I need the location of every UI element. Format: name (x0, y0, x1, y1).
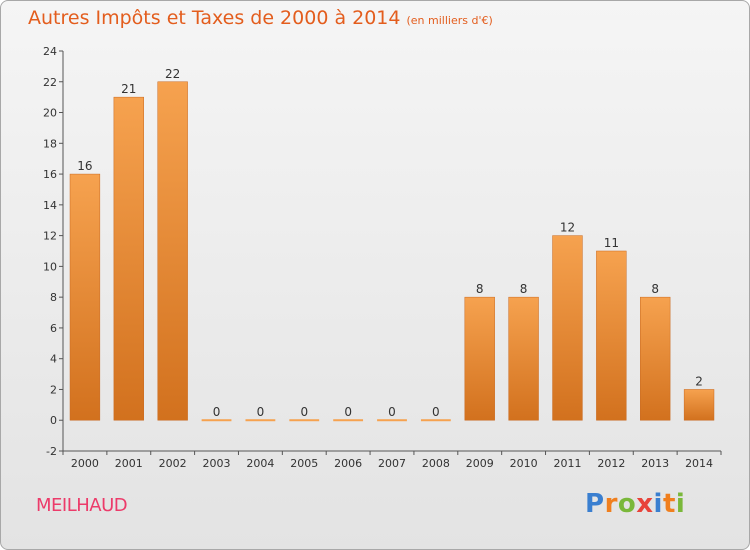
logo-letter: i (653, 489, 663, 519)
bar (377, 419, 407, 422)
value-label: 21 (121, 82, 136, 96)
bar (464, 296, 495, 421)
value-label: 0 (344, 405, 352, 419)
x-tick-label: 2005 (290, 457, 318, 470)
chart-title-text: Autres Impôts et Taxes de 2000 à 2014 (28, 7, 401, 29)
bars (69, 81, 715, 422)
y-tick-label: 20 (43, 107, 57, 120)
x-tick-label: 2013 (641, 457, 669, 470)
chart-subtitle: (en milliers d'€) (406, 14, 493, 27)
y-tick-label: 8 (50, 291, 57, 304)
bar (69, 173, 101, 421)
y-tick-label: 18 (43, 137, 57, 150)
bar (640, 296, 671, 421)
bar (683, 389, 715, 421)
y-tick-label: 24 (43, 45, 57, 58)
bar (420, 419, 451, 422)
y-tick-label: 16 (43, 168, 57, 181)
y-tick-label: 4 (50, 353, 57, 366)
y-tick-label: 12 (43, 230, 57, 243)
logo-letter: o (617, 489, 637, 519)
logo-letter: i (675, 489, 686, 519)
x-tick-label: 2014 (685, 457, 713, 470)
value-labels: 16 21 22 0 0 0 0 0 0 8 8 12 11 8 2 (77, 67, 703, 419)
bar (552, 235, 583, 421)
value-label: 8 (651, 282, 659, 296)
bar (289, 419, 320, 422)
x-tick-label: 2002 (159, 457, 187, 470)
x-tick-label: 2006 (334, 457, 362, 470)
value-label: 2 (695, 374, 703, 388)
x-tick-label: 2010 (510, 457, 538, 470)
value-label: 16 (77, 159, 92, 173)
x-tick-label: 2012 (597, 457, 625, 470)
value-label: 12 (560, 221, 575, 235)
x-tick-label: 2001 (115, 457, 143, 470)
x-tick-label: 2011 (553, 457, 581, 470)
commune-name: MEILHAUD (36, 495, 128, 516)
value-label: 0 (257, 405, 265, 419)
x-tick-label: 2003 (203, 457, 231, 470)
bar (596, 250, 627, 421)
x-axis: 2000 2001 2002 2003 2004 2005 2006 2007 2008 2009… (62, 450, 722, 470)
logo-letter: t (662, 489, 676, 519)
x-tick-label: 2008 (422, 457, 450, 470)
y-tick-label: 6 (50, 322, 57, 335)
bar (245, 419, 276, 422)
bar (201, 419, 232, 422)
chart-title: Autres Impôts et Taxes de 2000 à 2014 (en… (28, 7, 493, 29)
y-tick-label: 14 (43, 199, 57, 212)
x-tick-label: 2004 (246, 457, 274, 470)
value-label: 11 (604, 236, 619, 250)
value-label: 0 (300, 405, 308, 419)
logo-letter: x (636, 489, 654, 519)
value-label: 0 (432, 405, 440, 419)
x-tick-label: 2009 (466, 457, 494, 470)
x-tick-label: 2000 (71, 457, 99, 470)
bar (333, 419, 364, 422)
bar (113, 96, 144, 421)
bar (157, 81, 188, 421)
value-label: 22 (165, 67, 180, 81)
x-tick-label: 2007 (378, 457, 406, 470)
bar (508, 296, 539, 421)
value-label: 8 (476, 282, 484, 296)
logo-letter: r (604, 489, 618, 519)
y-tick-label: 2 (50, 383, 57, 396)
y-tick-label: -2 (46, 445, 57, 458)
y-tick-label: 10 (43, 260, 57, 273)
y-tick-label: 0 (50, 414, 57, 427)
proxiti-logo: Proxiti (585, 489, 685, 519)
logo-letter: P (585, 489, 605, 519)
value-label: 0 (213, 405, 221, 419)
value-label: 8 (520, 282, 528, 296)
y-tick-label: 22 (43, 76, 57, 89)
value-label: 0 (388, 405, 396, 419)
